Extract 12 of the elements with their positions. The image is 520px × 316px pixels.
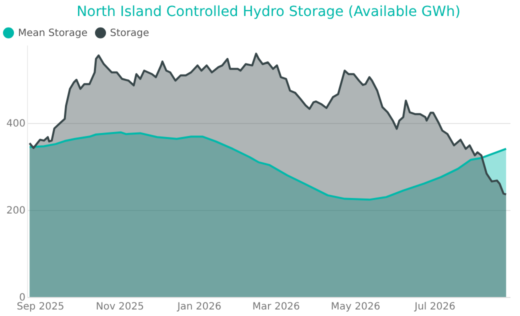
x-tick-label: Jan 2026 xyxy=(176,302,222,312)
x-tick-label: May 2026 xyxy=(330,302,380,312)
y-tick-label: 0 xyxy=(19,292,26,304)
legend-label: Mean Storage xyxy=(18,28,88,39)
y-tick-label: 200 xyxy=(6,206,26,217)
x-tick-label: Mar 2026 xyxy=(252,302,300,312)
y-tick-label: 400 xyxy=(6,118,26,130)
x-tick-label: Sep 2025 xyxy=(16,302,64,312)
x-tick-label: Nov 2025 xyxy=(96,302,144,312)
legend-label: Storage xyxy=(110,28,150,39)
chart-title: North Island Controlled Hydro Storage (Available GWh) xyxy=(76,4,460,20)
x-tick-label: Jul 2026 xyxy=(414,302,456,312)
